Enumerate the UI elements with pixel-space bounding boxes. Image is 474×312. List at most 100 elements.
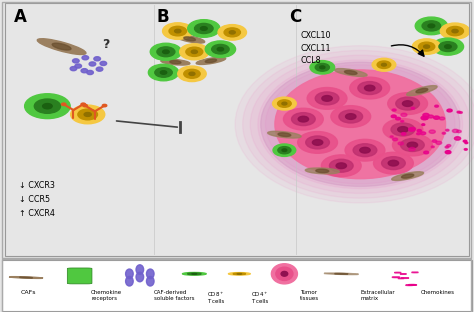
Ellipse shape — [170, 61, 181, 64]
Ellipse shape — [435, 105, 438, 107]
Ellipse shape — [391, 123, 415, 136]
Ellipse shape — [292, 113, 315, 126]
Ellipse shape — [392, 134, 432, 156]
Ellipse shape — [282, 102, 287, 105]
Ellipse shape — [445, 151, 451, 154]
Ellipse shape — [382, 63, 386, 66]
Ellipse shape — [82, 56, 89, 60]
Ellipse shape — [180, 44, 209, 60]
Text: Tumor
tissues: Tumor tissues — [300, 290, 319, 300]
Text: CAFs: CAFs — [21, 290, 36, 295]
Ellipse shape — [407, 142, 418, 148]
Ellipse shape — [422, 21, 441, 31]
Ellipse shape — [465, 142, 468, 144]
Text: ↓ CXCR3
↓ CCR5
↑ CXCR4: ↓ CXCR3 ↓ CCR5 ↑ CXCR4 — [19, 181, 55, 218]
Ellipse shape — [345, 71, 357, 75]
Ellipse shape — [75, 64, 82, 68]
Ellipse shape — [329, 159, 353, 172]
Text: CXCL10
CXCL11
CCL8: CXCL10 CXCL11 CCL8 — [301, 31, 331, 65]
Ellipse shape — [174, 29, 181, 33]
Ellipse shape — [431, 146, 434, 148]
Ellipse shape — [398, 278, 404, 279]
Ellipse shape — [281, 271, 288, 276]
Ellipse shape — [336, 163, 346, 168]
Ellipse shape — [150, 43, 182, 60]
Ellipse shape — [398, 142, 403, 145]
Ellipse shape — [160, 71, 167, 74]
Ellipse shape — [163, 50, 169, 54]
Ellipse shape — [446, 129, 449, 131]
Ellipse shape — [410, 127, 416, 130]
Ellipse shape — [136, 265, 144, 274]
Ellipse shape — [350, 77, 390, 99]
Ellipse shape — [83, 104, 87, 107]
Ellipse shape — [217, 47, 224, 51]
Ellipse shape — [315, 92, 339, 105]
Ellipse shape — [322, 95, 332, 101]
Ellipse shape — [409, 128, 414, 131]
Ellipse shape — [243, 51, 474, 198]
Ellipse shape — [84, 113, 91, 116]
Ellipse shape — [283, 108, 323, 130]
Ellipse shape — [464, 149, 467, 150]
Ellipse shape — [411, 272, 418, 273]
Ellipse shape — [439, 42, 457, 51]
Ellipse shape — [194, 23, 213, 34]
Ellipse shape — [320, 66, 325, 69]
Ellipse shape — [278, 100, 291, 107]
Text: A: A — [14, 8, 27, 26]
Text: B: B — [156, 8, 169, 26]
Ellipse shape — [146, 269, 154, 279]
Ellipse shape — [235, 46, 474, 203]
Ellipse shape — [455, 137, 461, 140]
Ellipse shape — [250, 55, 470, 193]
Ellipse shape — [439, 117, 445, 120]
Ellipse shape — [390, 136, 393, 138]
Ellipse shape — [19, 277, 33, 278]
Ellipse shape — [278, 147, 291, 154]
Ellipse shape — [184, 69, 200, 78]
Text: Extracellular
matrix: Extracellular matrix — [360, 290, 395, 300]
Ellipse shape — [392, 277, 400, 278]
Ellipse shape — [394, 272, 401, 273]
Ellipse shape — [102, 104, 107, 107]
FancyBboxPatch shape — [67, 268, 92, 284]
Ellipse shape — [312, 139, 323, 145]
Ellipse shape — [422, 124, 425, 125]
Ellipse shape — [392, 138, 398, 141]
Ellipse shape — [457, 111, 460, 113]
Ellipse shape — [360, 147, 370, 153]
Ellipse shape — [182, 272, 206, 275]
Ellipse shape — [415, 17, 447, 35]
Ellipse shape — [34, 99, 61, 113]
Ellipse shape — [421, 116, 428, 120]
FancyBboxPatch shape — [2, 260, 472, 311]
Ellipse shape — [146, 276, 154, 286]
Ellipse shape — [218, 25, 246, 40]
Ellipse shape — [401, 133, 406, 135]
Ellipse shape — [459, 112, 462, 113]
Ellipse shape — [457, 130, 461, 133]
Ellipse shape — [100, 61, 107, 66]
Ellipse shape — [169, 26, 186, 36]
Ellipse shape — [388, 93, 428, 115]
Ellipse shape — [81, 69, 88, 73]
Ellipse shape — [163, 23, 193, 39]
Ellipse shape — [396, 117, 401, 120]
Ellipse shape — [392, 172, 424, 180]
Ellipse shape — [417, 133, 420, 135]
Ellipse shape — [391, 115, 396, 118]
Ellipse shape — [382, 157, 405, 170]
Ellipse shape — [233, 273, 246, 275]
Ellipse shape — [275, 70, 446, 179]
Ellipse shape — [188, 20, 220, 37]
Ellipse shape — [424, 151, 428, 154]
Ellipse shape — [411, 107, 415, 109]
Ellipse shape — [189, 72, 195, 76]
Ellipse shape — [447, 144, 451, 147]
Ellipse shape — [339, 110, 363, 123]
Ellipse shape — [205, 59, 217, 63]
Ellipse shape — [372, 58, 396, 71]
Ellipse shape — [345, 139, 385, 161]
Text: Chemokine
receptors: Chemokine receptors — [91, 290, 122, 300]
